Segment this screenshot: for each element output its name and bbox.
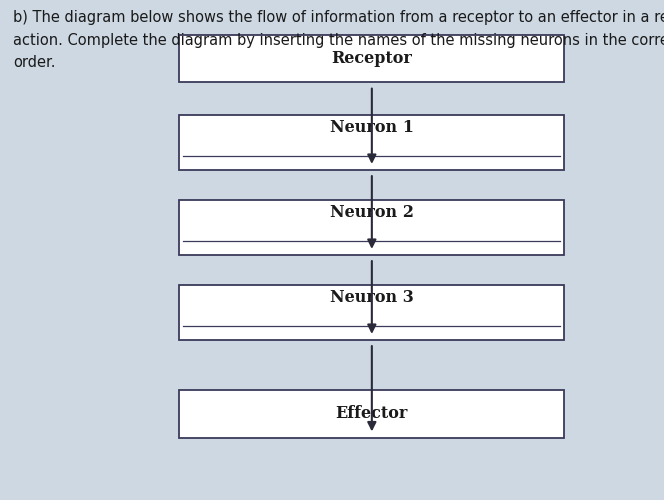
- Bar: [179, 390, 564, 438]
- Bar: [179, 285, 564, 340]
- Text: Receptor: Receptor: [331, 50, 412, 67]
- Bar: [179, 115, 564, 170]
- Text: action. Complete the diagram by inserting the names of the missing neurons in th: action. Complete the diagram by insertin…: [13, 32, 664, 48]
- Text: Neuron 1: Neuron 1: [330, 119, 414, 136]
- Bar: [179, 35, 564, 82]
- Text: Neuron 2: Neuron 2: [330, 204, 414, 221]
- Text: Neuron 3: Neuron 3: [330, 289, 414, 306]
- Text: Effector: Effector: [336, 405, 408, 422]
- Text: b) The diagram below shows the flow of information from a receptor to an effecto: b) The diagram below shows the flow of i…: [13, 10, 664, 25]
- Text: order.: order.: [13, 55, 56, 70]
- Bar: [179, 200, 564, 255]
